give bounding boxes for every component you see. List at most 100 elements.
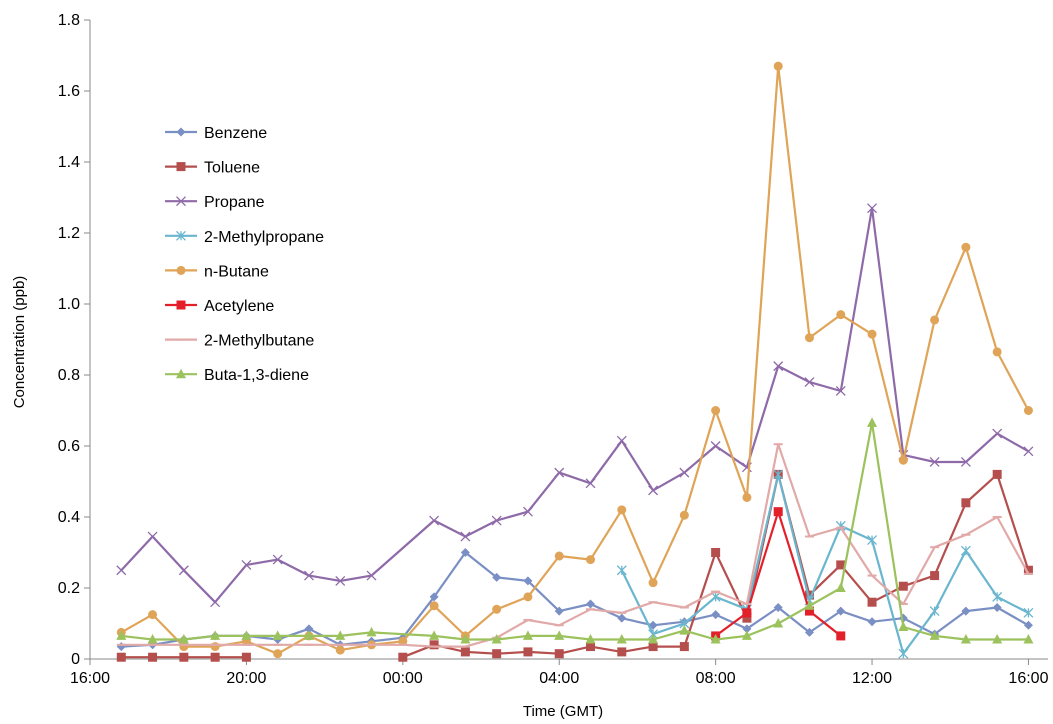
data-point-n-butane: [930, 315, 940, 325]
data-point-propane: [960, 457, 971, 467]
data-point-toluene: [836, 560, 846, 570]
data-point-propane: [178, 565, 189, 576]
data-point-propane: [616, 435, 627, 446]
data-point-propane: [366, 570, 377, 581]
data-point-propane: [241, 559, 252, 570]
data-point-toluene: [554, 649, 564, 659]
data-point-propane: [1023, 446, 1034, 457]
data-point-n-butane: [679, 510, 689, 520]
y-tick-label: 0.4: [58, 509, 80, 526]
data-point-buta-1-3-diene: [835, 582, 846, 592]
data-point-2-methylpropane: [773, 469, 784, 480]
data-point-buta-1-3-diene: [710, 633, 721, 644]
data-point-n-butane: [867, 329, 877, 339]
data-point-n-butane: [586, 555, 596, 565]
legend-marker: [176, 162, 186, 172]
data-point-toluene: [804, 590, 814, 600]
series-buta-1-3-diene: [116, 417, 1034, 644]
data-point-2-methylpropane: [960, 545, 971, 556]
data-point-propane: [491, 515, 502, 526]
data-point-buta-1-3-diene: [522, 630, 533, 640]
series-line-acetylene: [714, 510, 842, 637]
data-point-n-butane: [961, 242, 971, 252]
data-point-benzene: [617, 613, 627, 623]
data-point-toluene: [429, 640, 439, 650]
legend-item-2-methylbutane: 2-Methylbutane: [165, 333, 314, 350]
data-point-n-butane: [648, 578, 658, 588]
y-tick-label: 1.8: [58, 12, 80, 29]
data-point-toluene: [617, 647, 627, 657]
series-propane: [116, 203, 1034, 608]
data-point-buta-1-3-diene: [116, 630, 127, 640]
data-point-propane: [835, 386, 846, 396]
legend-label: n-Butane: [204, 263, 269, 280]
series-line-2-methylpropane: [620, 473, 1029, 655]
series-n-butane: [116, 61, 1033, 659]
data-point-n-butane: [554, 551, 564, 561]
data-point-2-methylpropane: [867, 535, 878, 546]
data-point-buta-1-3-diene: [554, 630, 565, 640]
series-2-methylbutane: [116, 443, 1033, 648]
y-tick-label: 1.4: [58, 154, 80, 171]
legend-label: Acetylene: [204, 298, 274, 315]
data-point-propane: [304, 570, 314, 581]
series-line-benzene: [121, 551, 1029, 648]
data-point-buta-1-3-diene: [1023, 633, 1034, 644]
data-point-propane: [710, 441, 721, 451]
data-point-n-butane: [398, 636, 408, 646]
data-point-toluene: [210, 652, 220, 662]
data-point-n-butane: [711, 406, 721, 415]
y-tick-label: 1.0: [58, 296, 80, 313]
data-point-n-butane: [773, 61, 783, 71]
data-point-propane: [460, 531, 471, 542]
legend-item-toluene: Toluene: [165, 160, 260, 177]
legend-marker: [176, 230, 186, 241]
data-point-propane: [210, 597, 221, 608]
data-point-n-butane: [1023, 406, 1033, 415]
data-point-benzene: [554, 606, 564, 616]
data-point-toluene: [898, 581, 908, 591]
data-point-propane: [554, 467, 565, 478]
data-point-toluene: [179, 652, 189, 662]
legend: Benzene Toluene Propane 2-Methylpropane n-Bu…: [165, 125, 324, 384]
series-toluene: [116, 469, 1033, 662]
legend-marker: [176, 300, 186, 310]
data-point-buta-1-3-diene: [210, 630, 221, 640]
data-point-buta-1-3-diene: [491, 633, 502, 644]
x-axis-ticks: 16:00 20:00 00:00 04:00 08:00 12:00 16:00: [70, 659, 1049, 687]
y-tick-label: 0.8: [58, 367, 80, 384]
data-point-propane: [679, 467, 690, 478]
data-point-buta-1-3-diene: [147, 633, 158, 644]
data-point-benzene: [836, 606, 846, 616]
data-point-buta-1-3-diene: [366, 626, 377, 637]
data-point-n-butane: [429, 601, 439, 611]
data-point-benzene: [711, 610, 721, 620]
data-point-toluene: [116, 652, 126, 662]
data-point-benzene: [586, 599, 596, 609]
data-point-benzene: [1023, 620, 1033, 630]
y-tick-label: 1.2: [58, 225, 80, 242]
data-point-n-butane: [992, 347, 1002, 357]
data-point-benzene: [773, 603, 783, 613]
data-point-propane: [272, 554, 283, 565]
data-point-benzene: [867, 617, 877, 627]
data-point-n-butane: [742, 492, 752, 502]
data-point-n-butane: [836, 310, 846, 320]
data-point-toluene: [1023, 565, 1033, 575]
data-point-buta-1-3-diene: [992, 633, 1003, 644]
legend-item-2-methylpropane: 2-Methylpropane: [165, 229, 324, 246]
data-point-benzene: [304, 624, 314, 634]
data-point-buta-1-3-diene: [429, 630, 440, 640]
data-point-propane: [929, 457, 940, 467]
data-point-benzene: [742, 624, 752, 634]
x-tick-label: 08:00: [696, 670, 736, 687]
data-point-propane: [335, 575, 346, 586]
data-point-buta-1-3-diene: [929, 630, 940, 640]
data-point-toluene: [241, 652, 251, 662]
data-point-buta-1-3-diene: [335, 630, 346, 640]
x-tick-label: 16:00: [70, 670, 110, 687]
data-point-toluene: [398, 652, 408, 662]
x-tick-label: 00:00: [383, 670, 423, 687]
data-point-propane: [992, 428, 1003, 439]
